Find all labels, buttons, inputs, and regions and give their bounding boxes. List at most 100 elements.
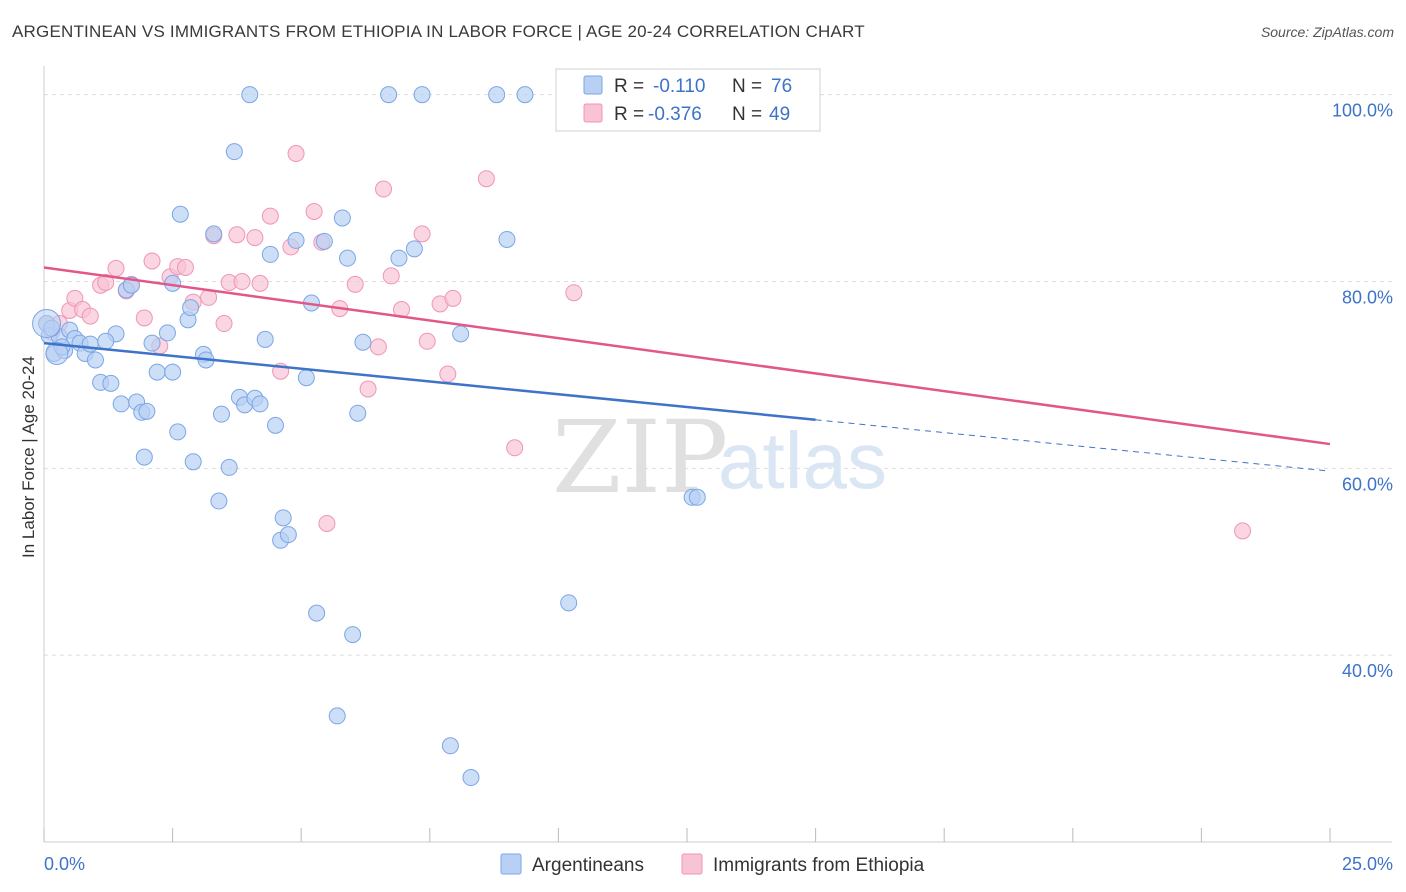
argentinean-point xyxy=(171,205,189,223)
ethiopia-point xyxy=(418,332,436,350)
ethiopia-point xyxy=(375,180,393,198)
y-tick-label: 40.0% xyxy=(1342,661,1393,681)
ethiopia-point xyxy=(506,439,524,457)
argentinean-point xyxy=(102,374,120,392)
legend-n-value: 76 xyxy=(771,76,792,97)
y-axis-title: In Labor Force | Age 20-24 xyxy=(19,356,38,558)
argentinean-point xyxy=(333,209,351,227)
argentinean-point xyxy=(279,526,297,544)
argentinean-point xyxy=(405,240,423,258)
argentinean-point xyxy=(210,492,228,510)
ethiopia-point xyxy=(233,273,251,291)
legend-label-ethiopia: Immigrants from Ethiopia xyxy=(713,855,925,876)
argentinean-point xyxy=(297,369,315,387)
legend-swatch-argentineans xyxy=(500,853,522,875)
argentinean-point xyxy=(344,626,362,644)
ethiopia-point xyxy=(107,259,125,277)
argentinean-point xyxy=(256,330,274,348)
argentinean-point xyxy=(158,324,176,342)
legend-n-value: 49 xyxy=(769,104,790,125)
x-tick-labels: 0.0% 25.0% xyxy=(44,854,1393,874)
ethiopia-point xyxy=(318,514,336,532)
gridlines xyxy=(44,94,1392,656)
argentinean-point xyxy=(241,86,259,104)
argentinean-point xyxy=(560,594,578,612)
ethiopia-point xyxy=(251,274,269,292)
ethiopia-point xyxy=(369,338,387,356)
argentinean-point xyxy=(164,363,182,381)
ethiopia-point xyxy=(215,315,233,333)
argentinean-point xyxy=(143,334,161,352)
argentinean-point xyxy=(266,416,284,434)
ethiopia-point xyxy=(143,252,161,270)
argentinean-point xyxy=(138,402,156,420)
argentinean-point xyxy=(205,225,223,243)
argentinean-point xyxy=(86,351,104,369)
argentinean-point xyxy=(441,737,459,755)
watermark-atlas: atlas xyxy=(718,416,887,505)
legend-r-value: -0.110 xyxy=(653,76,705,97)
ethiopia-point xyxy=(261,207,279,225)
argentinean-point xyxy=(184,453,202,471)
ethiopia-point xyxy=(97,273,115,291)
chart-title: ARGENTINEAN VS IMMIGRANTS FROM ETHIOPIA … xyxy=(12,22,865,41)
argentinean-trend-line xyxy=(43,341,816,422)
ethiopia-point xyxy=(305,202,323,220)
ethiopia-point xyxy=(477,170,495,188)
ethiopia-point xyxy=(246,229,264,247)
ethiopia-point xyxy=(287,145,305,163)
argentinean-point xyxy=(462,769,480,787)
legend-r-label: R = xyxy=(614,76,644,97)
argentinean-point xyxy=(328,707,346,725)
argentinean-point xyxy=(135,448,153,466)
argentinean-point xyxy=(261,245,279,263)
argentinean-point xyxy=(315,232,333,250)
watermark: ZIP atlas xyxy=(552,399,887,516)
ethiopia-point xyxy=(346,275,364,293)
argentinean-point xyxy=(452,325,470,343)
ethiopia-point xyxy=(176,259,194,276)
y-tick-labels: 40.0% 60.0% 80.0% 100.0% xyxy=(1332,101,1393,681)
argentinean-point xyxy=(349,404,367,422)
argentinean-point xyxy=(251,395,269,413)
argentinean-point xyxy=(182,299,200,317)
legend-n-label: N = xyxy=(732,76,762,97)
argentinean-point xyxy=(498,230,516,248)
argentinean-point xyxy=(516,86,534,104)
legend-r-value: -0.376 xyxy=(648,104,702,125)
ethiopia-point xyxy=(1234,522,1252,540)
trend-lines xyxy=(43,266,1331,472)
x-tick-label: 0.0% xyxy=(44,854,85,874)
argentinean-point xyxy=(413,86,431,104)
series-legend: Argentineans Immigrants from Ethiopia xyxy=(500,853,925,876)
argentinean-point xyxy=(112,395,130,413)
argentinean-point xyxy=(338,249,356,267)
argentinean-trend-extension xyxy=(815,419,1331,472)
argentinean-point xyxy=(274,509,292,527)
argentinean-point xyxy=(212,405,230,423)
argentinean-point xyxy=(308,604,326,622)
argentinean-point xyxy=(169,423,187,441)
x-tick-label: 25.0% xyxy=(1342,854,1393,874)
argentinean-point xyxy=(220,458,238,476)
ethiopia-point xyxy=(565,284,583,302)
argentinean-point xyxy=(148,363,166,381)
argentinean-point xyxy=(225,143,243,161)
ethiopia-point xyxy=(439,365,457,383)
ethiopia-point xyxy=(444,289,462,307)
ethiopia-trend-line xyxy=(43,266,1331,446)
axes xyxy=(43,66,1392,843)
ethiopia-point xyxy=(382,267,400,285)
argentinean-point xyxy=(390,249,408,267)
correlation-legend: R = -0.110 N = 76 R = -0.376 N = 49 xyxy=(555,68,821,132)
legend-swatch-ethiopia xyxy=(681,853,703,875)
y-tick-label: 60.0% xyxy=(1342,474,1393,494)
legend-label-argentineans: Argentineans xyxy=(532,855,644,876)
ethiopia-point xyxy=(135,309,153,327)
argentinean-point xyxy=(45,341,69,365)
legend-n-label: N = xyxy=(732,104,762,125)
argentinean-point xyxy=(81,335,99,353)
argentinean-points xyxy=(32,86,706,787)
y-tick-label: 100.0% xyxy=(1332,101,1393,121)
